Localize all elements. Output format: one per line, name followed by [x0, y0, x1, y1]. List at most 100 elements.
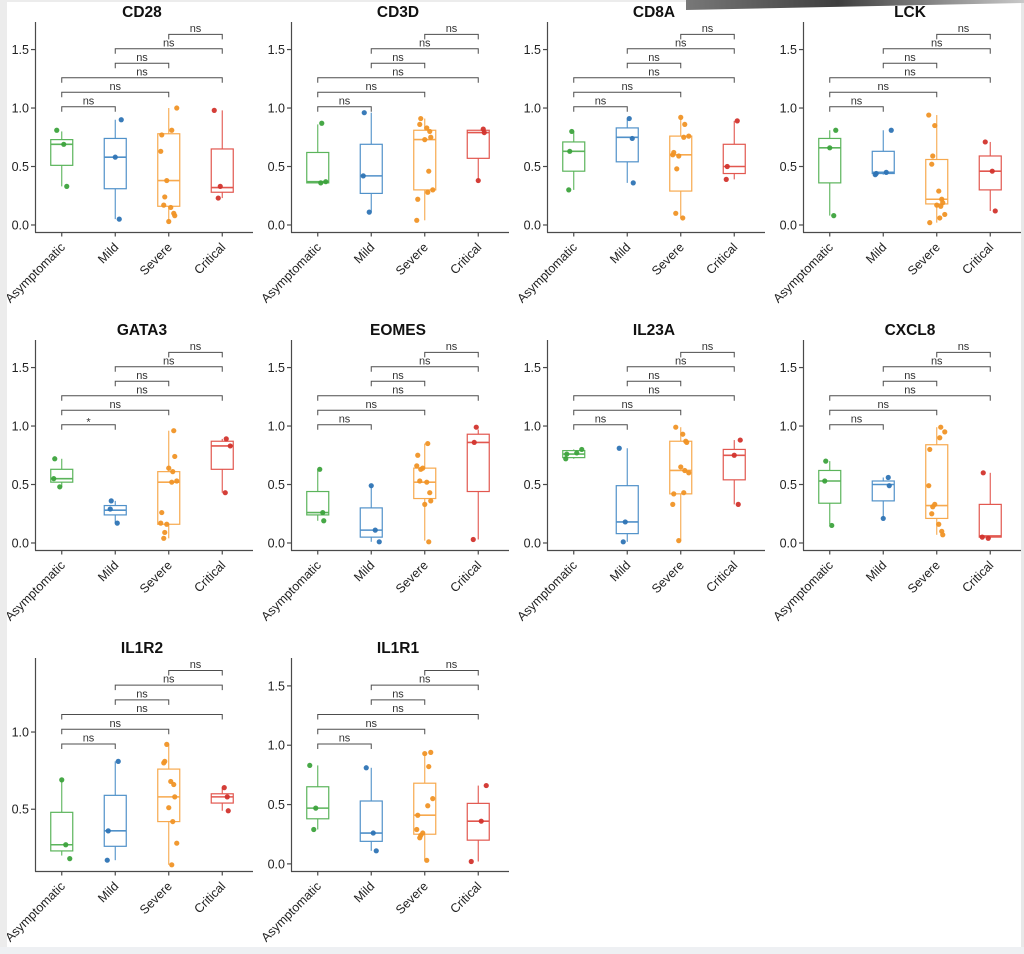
- x-tick-label-severe: Severe: [393, 240, 431, 278]
- panel-IL23A: IL23A 0.0 0.5 1.0 1.5 Asymptomatic Mild Severe C…: [514, 318, 770, 636]
- data-point: [424, 125, 430, 131]
- significance-label: ns: [675, 355, 687, 367]
- y-tick-label: 1.0: [780, 102, 797, 116]
- y-tick-label: 0.0: [268, 857, 285, 871]
- data-point: [478, 818, 484, 824]
- data-point: [985, 535, 991, 541]
- data-point: [366, 209, 372, 215]
- data-point: [930, 504, 936, 510]
- y-tick-label: 0.5: [780, 478, 797, 492]
- data-point: [735, 501, 741, 507]
- data-point: [673, 210, 679, 216]
- data-point: [674, 166, 680, 172]
- x-tick-label-mild: Mild: [95, 558, 121, 584]
- x-tick-label-asymptomatic: Asymptomatic: [2, 240, 67, 305]
- y-tick-label: 1.5: [524, 43, 541, 57]
- significance-label: ns: [621, 81, 633, 93]
- data-point: [118, 117, 124, 123]
- significance-bracket: [626, 380, 682, 387]
- data-point: [414, 217, 420, 223]
- panel-CD28: CD28 0.0 0.5 1.0 1.5 Asymptomatic Mild Severe Cr…: [2, 0, 258, 318]
- significance-bracket: [829, 424, 884, 430]
- significance-label: ns: [648, 370, 660, 382]
- x-tick-label-severe: Severe: [393, 879, 431, 917]
- data-point: [927, 220, 933, 226]
- significance-label: ns: [136, 370, 148, 382]
- y-tick-label: 0.5: [524, 160, 541, 174]
- box-critical: [722, 448, 746, 481]
- significance-bracket: [168, 33, 223, 40]
- significance-label: ns: [365, 718, 377, 730]
- data-point: [162, 529, 168, 536]
- box-critical: [466, 433, 490, 493]
- significance-bracket: [573, 91, 682, 98]
- x-tick-label-mild: Mild: [351, 879, 377, 905]
- data-point: [428, 498, 434, 504]
- y-tick-label: 1.5: [268, 679, 285, 693]
- significance-bracket: [424, 33, 479, 40]
- data-point: [468, 858, 474, 865]
- data-point: [63, 842, 69, 848]
- y-tick-label: 1.5: [12, 43, 29, 57]
- data-point: [164, 177, 170, 184]
- data-point: [620, 539, 626, 545]
- significance-bracket: [317, 424, 372, 430]
- y-tick-label: 1.0: [268, 420, 285, 434]
- significance-label: ns: [136, 703, 148, 715]
- data-point: [215, 195, 221, 201]
- x-tick-label-critical: Critical: [191, 240, 228, 277]
- data-point: [938, 424, 944, 430]
- significance-label: ns: [931, 37, 943, 49]
- y-tick-label: 1.0: [780, 420, 797, 434]
- significance-bracket: [317, 91, 426, 98]
- significance-label: ns: [958, 23, 970, 35]
- significance-label: ns: [392, 370, 404, 382]
- significance-bracket: [168, 669, 223, 676]
- significance-bracket: [424, 669, 479, 676]
- box-critical: [210, 148, 234, 193]
- box-critical: [466, 129, 490, 159]
- data-point: [671, 491, 677, 497]
- left-margin-strip: [0, 0, 7, 954]
- data-point: [169, 862, 175, 868]
- x-tick-label-asymptomatic: Asymptomatic: [258, 879, 323, 944]
- y-tick-label: 0.5: [12, 160, 29, 174]
- data-point: [827, 145, 833, 151]
- significance-label: ns: [648, 384, 660, 396]
- data-point: [425, 803, 431, 809]
- data-point: [112, 154, 118, 160]
- x-tick-label-severe: Severe: [137, 879, 175, 917]
- data-point: [370, 830, 376, 836]
- significance-label: ns: [163, 355, 175, 367]
- data-point: [323, 179, 329, 185]
- y-tick-label: 1.0: [12, 102, 29, 116]
- significance-label: ns: [109, 399, 121, 411]
- significance-label: ns: [136, 66, 148, 78]
- data-point: [569, 128, 575, 135]
- data-point: [937, 435, 943, 441]
- significance-label: ns: [392, 703, 404, 715]
- data-point: [822, 478, 828, 484]
- data-point: [833, 127, 839, 133]
- data-point: [361, 110, 367, 116]
- significance-bracket: [114, 48, 223, 54]
- significance-label: ns: [877, 399, 889, 411]
- panel-svg-CD3D: CD3D 0.0 0.5 1.0 1.5 Asymptomatic Mild Severe Cr…: [258, 4, 509, 306]
- box-asymptomatic: [562, 141, 586, 172]
- y-tick-label: 0.5: [12, 803, 29, 817]
- significance-label: ns: [675, 37, 687, 49]
- data-point: [169, 479, 175, 485]
- panel-svg-CD28: CD28 0.0 0.5 1.0 1.5 Asymptomatic Mild Severe Cr…: [2, 4, 253, 306]
- data-point: [563, 456, 569, 462]
- box-asymptomatic: [306, 786, 330, 820]
- data-point: [64, 183, 70, 189]
- panel-svg-LCK: LCK 0.0 0.5 1.0 1.5 Asymptomatic Mild Severe Cri…: [770, 4, 1021, 306]
- data-point: [422, 501, 428, 507]
- y-tick-label: 0.0: [268, 218, 285, 232]
- box-severe: [413, 782, 437, 835]
- significance-label: ns: [877, 81, 889, 93]
- panel-CD3D: CD3D 0.0 0.5 1.0 1.5 Asymptomatic Mild Severe Cr…: [258, 0, 514, 318]
- x-tick-label-asymptomatic: Asymptomatic: [258, 558, 323, 623]
- data-point: [938, 203, 944, 209]
